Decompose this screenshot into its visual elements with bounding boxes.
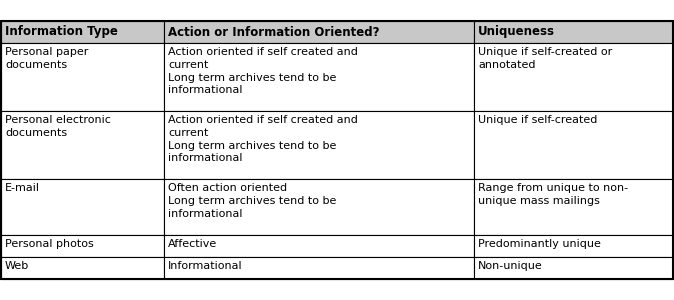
Text: Web: Web	[5, 261, 29, 271]
Bar	[1, 179, 164, 235]
Text: E-mail: E-mail	[5, 183, 40, 193]
Bar	[164, 257, 474, 279]
Bar	[1, 257, 164, 279]
Bar	[474, 111, 673, 179]
Bar	[164, 111, 474, 179]
Bar	[1, 235, 164, 257]
Bar	[164, 235, 474, 257]
Bar	[474, 21, 673, 43]
Bar	[1, 21, 164, 43]
Bar	[164, 179, 474, 235]
Bar	[474, 43, 673, 111]
Text: Range from unique to non-
unique mass mailings: Range from unique to non- unique mass ma…	[478, 183, 628, 206]
Bar	[1, 43, 164, 111]
Text: Unique if self-created or
annotated: Unique if self-created or annotated	[478, 47, 612, 70]
Text: Informational: Informational	[168, 261, 243, 271]
Text: Personal electronic
documents: Personal electronic documents	[5, 115, 111, 138]
Bar	[164, 43, 474, 111]
Text: Affective: Affective	[168, 239, 217, 249]
Bar	[1, 111, 164, 179]
Bar	[474, 179, 673, 235]
Text: Action oriented if self created and
current
Long term archives tend to be
inform: Action oriented if self created and curr…	[168, 47, 358, 95]
Bar	[1, 21, 673, 279]
Text: Often action oriented
Long term archives tend to be
informational: Often action oriented Long term archives…	[168, 183, 336, 219]
Text: Information Type: Information Type	[5, 26, 118, 38]
Bar	[474, 257, 673, 279]
Text: Predominantly unique: Predominantly unique	[478, 239, 601, 249]
Bar	[474, 235, 673, 257]
Text: Non-unique: Non-unique	[478, 261, 543, 271]
Text: Personal paper
documents: Personal paper documents	[5, 47, 88, 70]
Text: Action or Information Oriented?: Action or Information Oriented?	[168, 26, 379, 38]
Text: Action oriented if self created and
current
Long term archives tend to be
inform: Action oriented if self created and curr…	[168, 115, 358, 164]
Text: Uniqueness: Uniqueness	[478, 26, 555, 38]
Text: Personal photos: Personal photos	[5, 239, 94, 249]
Text: Unique if self-created: Unique if self-created	[478, 115, 597, 125]
Bar	[164, 21, 474, 43]
